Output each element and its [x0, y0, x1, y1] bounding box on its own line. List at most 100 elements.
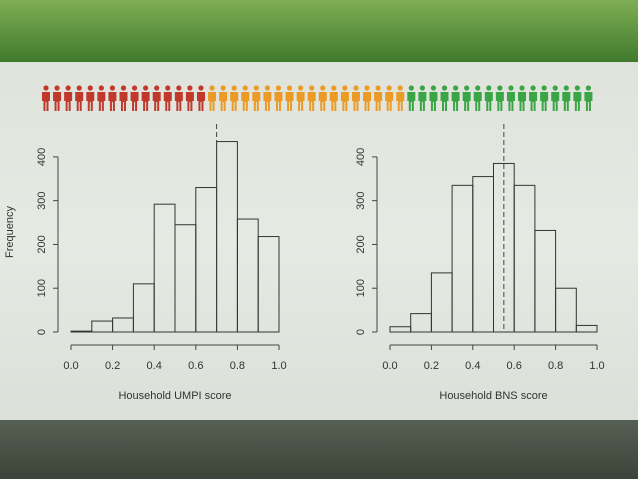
- body: [97, 92, 106, 111]
- head: [187, 85, 193, 91]
- head: [264, 85, 270, 91]
- person-icon: [208, 85, 217, 111]
- person-icon: [418, 85, 427, 111]
- head: [65, 85, 71, 91]
- body: [307, 92, 316, 111]
- person-icon: [86, 85, 95, 111]
- body: [551, 92, 560, 111]
- head: [430, 85, 437, 91]
- person-icon: [296, 85, 305, 111]
- person-icon: [241, 85, 250, 111]
- plots: 0.0 0.2 0.4 0.6 0.8 1.0 0 100 200 300 400 Household…: [4, 124, 605, 402]
- head: [419, 85, 425, 91]
- body: [495, 92, 504, 111]
- person-icon: [141, 85, 150, 111]
- person-icon: [506, 85, 515, 111]
- body: [363, 92, 372, 111]
- person-icon: [451, 85, 460, 111]
- person-icon: [53, 85, 62, 111]
- person-icon: [429, 85, 438, 111]
- x-tick-label: 1.0: [589, 360, 604, 372]
- head: [408, 85, 414, 91]
- y-tick-label: 200: [355, 235, 367, 253]
- person-icon: [64, 85, 73, 111]
- person-icon: [518, 85, 527, 111]
- head: [519, 85, 525, 91]
- person-icon: [274, 85, 283, 111]
- person-icon: [329, 85, 338, 111]
- head: [563, 85, 569, 91]
- head: [220, 85, 226, 91]
- x-tick-label: 0.2: [424, 360, 439, 372]
- body: [296, 92, 305, 111]
- body: [329, 92, 338, 111]
- body: [407, 92, 416, 111]
- body: [351, 92, 360, 111]
- body: [396, 92, 405, 111]
- body: [573, 92, 582, 111]
- person-icon: [163, 85, 172, 111]
- y-tick-label: 100: [36, 279, 48, 297]
- y-tick-label: 400: [355, 148, 367, 166]
- person-icon: [130, 85, 139, 111]
- head: [286, 85, 293, 91]
- x-axis-label: Household BNS score: [439, 390, 547, 402]
- body: [484, 92, 493, 111]
- person-icon: [152, 85, 161, 111]
- y-tick-label: 200: [36, 235, 48, 253]
- bar: [575, 324, 598, 333]
- person-icon: [363, 85, 372, 111]
- person-icon: [285, 85, 294, 111]
- bar: [555, 287, 577, 333]
- head: [242, 85, 248, 91]
- head: [320, 85, 326, 91]
- person-icon: [440, 85, 449, 111]
- body: [318, 92, 327, 111]
- head: [76, 85, 82, 91]
- person-icon: [551, 85, 560, 111]
- person-icon: [562, 85, 571, 111]
- y-tick-label: 300: [355, 191, 367, 209]
- person-icon: [396, 85, 405, 111]
- body: [540, 92, 549, 111]
- x-tick-label: 0.6: [188, 360, 203, 372]
- head: [176, 85, 182, 91]
- head: [475, 85, 481, 91]
- body: [584, 92, 593, 111]
- x-tick-label: 1.0: [271, 360, 286, 372]
- head: [154, 85, 160, 91]
- head: [165, 85, 171, 91]
- body: [219, 92, 228, 111]
- person-icon: [108, 85, 117, 111]
- body: [340, 92, 349, 111]
- body: [473, 92, 482, 111]
- head: [275, 85, 282, 91]
- head: [331, 85, 337, 91]
- person-icon: [42, 85, 50, 111]
- body: [119, 92, 128, 111]
- head: [87, 85, 93, 91]
- body: [241, 92, 250, 111]
- body: [374, 92, 383, 111]
- person-icon: [584, 85, 593, 111]
- body: [385, 92, 394, 111]
- people-row: [42, 85, 593, 111]
- person-icon: [185, 85, 194, 111]
- person-icon: [473, 85, 482, 111]
- head: [375, 85, 381, 91]
- head: [364, 85, 370, 91]
- head: [386, 85, 392, 91]
- person-icon: [252, 85, 261, 111]
- head: [541, 85, 547, 91]
- person-icon: [495, 85, 504, 111]
- person-icon: [263, 85, 272, 111]
- x-tick-label: 0.4: [465, 360, 480, 372]
- head: [397, 85, 403, 91]
- person-icon: [196, 85, 205, 111]
- head: [120, 85, 127, 91]
- body: [42, 92, 50, 111]
- x-tick-label: 0.0: [382, 360, 397, 372]
- y-tick-label: 300: [36, 191, 48, 209]
- y-axis-label: Frequency: [4, 206, 16, 258]
- head: [54, 85, 60, 91]
